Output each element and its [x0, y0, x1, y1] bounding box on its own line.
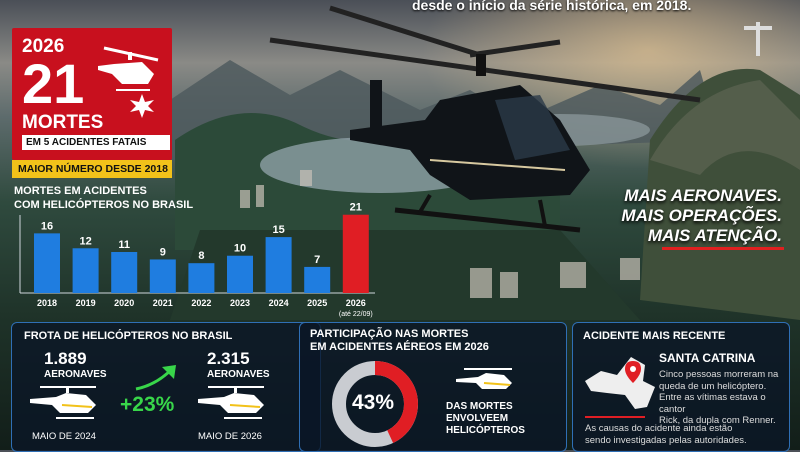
hero-year: 2026: [22, 36, 65, 57]
recent-title: ACIDENTE MAIS RECENTE: [583, 330, 726, 342]
chart-data-label: 8: [198, 250, 204, 262]
santa-catarina-map: [585, 357, 655, 409]
slogan-line3: MAIS ATENÇÃO.: [647, 226, 782, 245]
chart-data-label: 15: [272, 224, 284, 236]
share-caption-line2: ENVOLVEEM: [446, 413, 509, 424]
chart-tick-sublabel: (até 22/09): [339, 311, 373, 318]
fleet-after-label: AERONAVES: [207, 369, 270, 380]
chart-bar: [111, 252, 138, 293]
chart-data-label: 9: [160, 246, 166, 258]
chart-bar: [304, 266, 331, 293]
chart-tick-label: 2025: [307, 298, 327, 308]
chart-bar: [188, 263, 215, 293]
chart-tick-label: 2022: [191, 298, 211, 308]
chart-data-label: 12: [79, 235, 91, 247]
chart-bar: [34, 233, 60, 293]
chart-tick-label: 2018: [37, 298, 57, 308]
fleet-panel: FROTA DE HELICÓPTEROS NO BRASIL 1.889 AE…: [11, 322, 321, 452]
chart-bar: [227, 255, 253, 293]
recent-footer-line: As causas do acidente ainda estão: [585, 423, 733, 434]
recent-desc-line: Cinco pessoas morreram na: [659, 369, 779, 380]
fleet-after-date: MAIO DE 2026: [198, 431, 262, 442]
fleet-after-value: 2.315: [207, 349, 250, 368]
chart-tick-label: 2026: [346, 298, 366, 308]
recent-desc: Cinco pessoas morreram na queda de um he…: [659, 369, 789, 427]
fleet-title: FROTA DE HELICÓPTEROS NO BRASIL: [24, 330, 233, 342]
chart-data-label: 7: [314, 254, 320, 266]
chart-title-line1: MORTES EM ACIDENTES: [14, 185, 147, 197]
helicopter-icon: [98, 46, 159, 118]
recent-state: SANTA CATRINA: [659, 351, 756, 365]
chart-tick-label: 2020: [114, 298, 134, 308]
hero-deaths-label: MORTES: [22, 112, 104, 133]
crash-star-icon: [130, 94, 154, 118]
share-percent: 43%: [352, 391, 395, 414]
chart-title: MORTES EM ACIDENTES COM HELICÓPTEROS NO …: [14, 184, 204, 212]
map-pin-icon: [625, 361, 641, 383]
fleet-before-label: AERONAVES: [44, 369, 107, 380]
donut-share-arc: [332, 361, 418, 447]
chart-tick-label: 2023: [230, 298, 250, 308]
chart-data-label: 21: [350, 202, 362, 214]
share-caption-line3: HELICÓPTEROS: [446, 425, 525, 436]
recent-footer-line: sendo investigadas pelas autoridades.: [585, 434, 747, 446]
recent-desc-line: queda de um helicóptero.: [659, 380, 767, 392]
chart-bar: [149, 259, 176, 293]
chart-data-label: 16: [41, 220, 53, 232]
chart-bar: [342, 214, 369, 293]
recent-panel: ACIDENTE MAIS RECENTE SANTA CATRINA Cinc…: [572, 322, 790, 452]
share-panel: PARTICIPAÇÃO NAS MORTES EM ACIDENTES AÉR…: [299, 322, 567, 452]
helicopter-icon: [30, 386, 96, 419]
share-donut: [332, 361, 418, 447]
slogan: MAIS AERONAVES. MAIS OPERAÇÕES. MAIS ATE…: [621, 186, 782, 246]
fleet-growth: +23%: [120, 393, 175, 416]
chart-data-label: 10: [234, 243, 246, 255]
hero-deaths-number: 21: [22, 52, 85, 115]
chart-tick-label: 2019: [76, 298, 96, 308]
share-title-line2: EM ACIDENTES AÉREOS EM 2026: [310, 341, 489, 353]
slogan-underline: [662, 247, 784, 250]
slogan-line2: MAIS OPERAÇÕES.: [621, 206, 782, 225]
trend-arrow-icon: [135, 365, 176, 391]
slogan-line1: MAIS AERONAVES.: [624, 186, 782, 205]
chart-bar: [265, 237, 292, 293]
chart-tick-label: 2024: [269, 298, 289, 308]
share-caption-line1: DAS MORTES: [446, 401, 513, 412]
fleet-before-value: 1.889: [44, 349, 87, 368]
highlight-bar: MAIOR NÚMERO DESDE 2018: [12, 160, 172, 178]
chart-bar: [72, 248, 99, 293]
helicopter-icon: [198, 386, 264, 419]
chart-data-label: 11: [118, 239, 130, 251]
chart-tick-label: 2021: [153, 298, 173, 308]
top-caption: desde o início da série histórica, em 20…: [412, 0, 692, 13]
helicopter-icon: [456, 368, 512, 389]
recent-divider: [585, 416, 645, 418]
hero-fatal-accidents: EM 5 ACIDENTES FATAIS: [22, 135, 170, 150]
recent-footer: As causas do acidente ainda estão sendo …: [585, 423, 747, 446]
share-title-line1: PARTICIPAÇÃO NAS MORTES: [310, 328, 469, 340]
recent-desc-line: Rick, da dupla com Renner.: [659, 415, 776, 426]
recent-desc-line: Entre as vítimas estava o cantor: [659, 392, 766, 415]
helicopter-photo: [269, 5, 701, 233]
chart-title-line2: COM HELICÓPTEROS NO BRASIL: [14, 199, 194, 211]
fleet-before-date: MAIO DE 2024: [32, 431, 96, 442]
